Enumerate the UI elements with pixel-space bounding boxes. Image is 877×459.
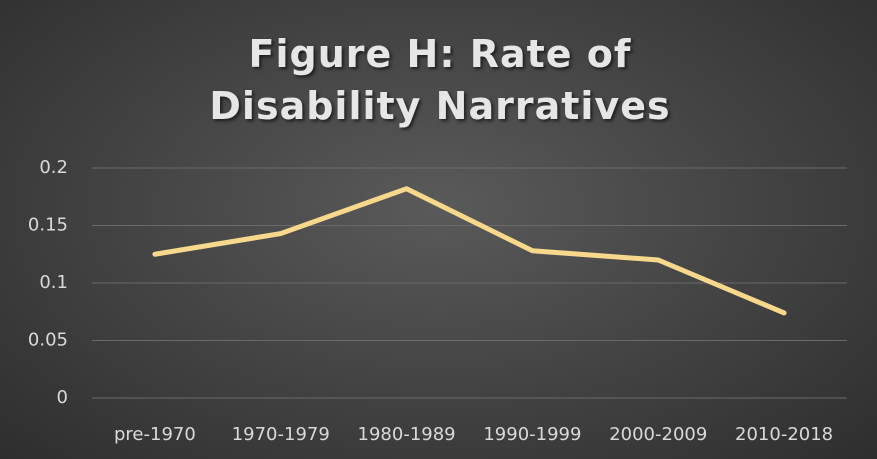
x-tick-label: 1990-1999 — [483, 424, 581, 445]
x-tick-label: 1980-1989 — [358, 424, 456, 445]
y-tick-label: 0.05 — [28, 330, 68, 351]
y-tick-label: 0 — [57, 387, 68, 408]
y-tick-label: 0.1 — [39, 272, 68, 293]
data-line — [152, 186, 787, 316]
y-tick-label: 0.2 — [39, 157, 68, 178]
x-tick-label: 2010-2018 — [735, 424, 833, 445]
chart-title: Figure H: Rate of Disability Narratives — [209, 32, 671, 128]
y-tick-label: 0.15 — [28, 215, 68, 236]
x-tick-label: pre-1970 — [114, 424, 196, 445]
x-tick-label: 2000-2009 — [609, 424, 707, 445]
x-tick-label: 1970-1979 — [232, 424, 330, 445]
